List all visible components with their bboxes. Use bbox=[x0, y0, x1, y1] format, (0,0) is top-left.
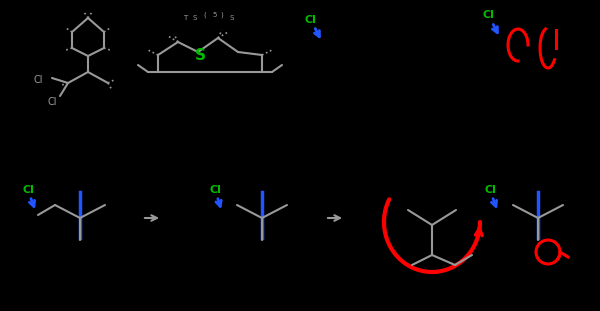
Text: Cl: Cl bbox=[304, 15, 316, 25]
Text: 5: 5 bbox=[213, 12, 217, 18]
Text: (: ( bbox=[203, 12, 206, 18]
Text: Cl: Cl bbox=[47, 97, 57, 107]
Text: ): ) bbox=[221, 12, 223, 18]
Text: T: T bbox=[183, 15, 187, 21]
Text: S: S bbox=[194, 48, 205, 63]
Text: S: S bbox=[193, 15, 197, 21]
Text: Cl: Cl bbox=[484, 185, 496, 195]
Text: Cl: Cl bbox=[482, 10, 494, 20]
Text: S: S bbox=[230, 15, 234, 21]
Text: Cl: Cl bbox=[22, 185, 34, 195]
Text: Cl: Cl bbox=[209, 185, 221, 195]
Text: Cl: Cl bbox=[33, 75, 43, 85]
